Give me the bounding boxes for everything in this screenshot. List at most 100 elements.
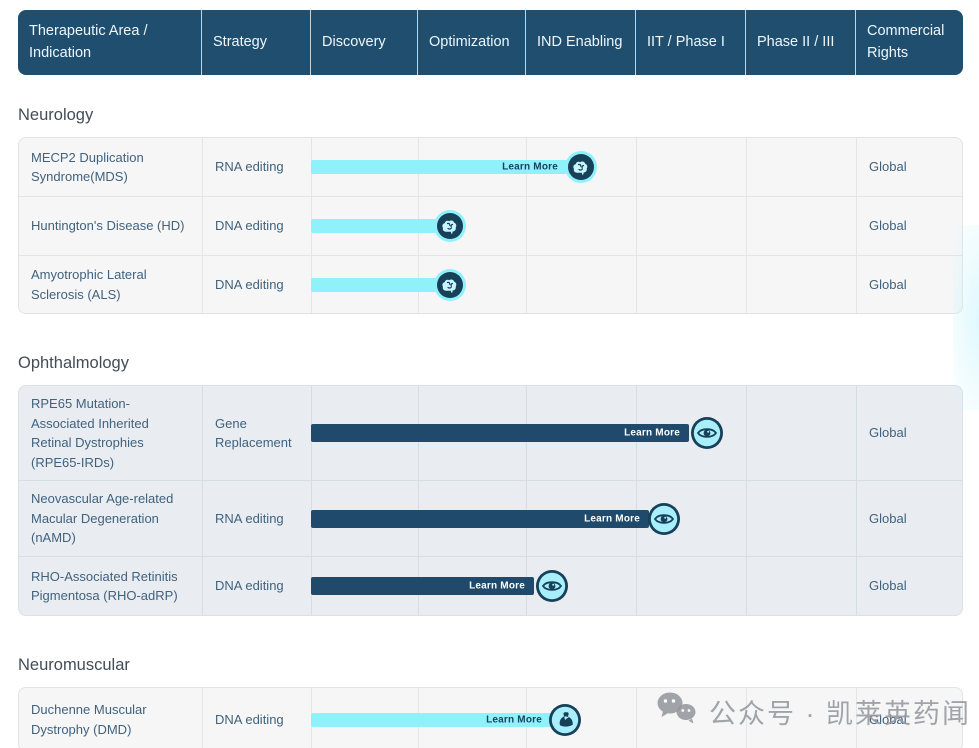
indication-cell: MECP2 Duplication Syndrome(MDS) xyxy=(19,138,202,196)
progress-bar[interactable]: Learn More xyxy=(311,712,551,727)
pipeline-header: Therapeutic Area / Indication Strategy D… xyxy=(18,10,963,75)
commercial-rights-cell: Global xyxy=(856,386,962,480)
phase-cell-phase23 xyxy=(746,557,856,615)
phase-cell-ind xyxy=(526,197,636,255)
table-row-rho: RHO-Associated Retinitis Pigmentosa (RHO… xyxy=(19,556,962,615)
brain-icon[interactable] xyxy=(434,210,466,242)
learn-more-label[interactable]: Learn More xyxy=(486,714,542,725)
table-row-als: Amyotrophic Lateral Sclerosis (ALS) DNA … xyxy=(19,255,962,313)
indication-text: RPE65 Mutation-Associated Inherited Reti… xyxy=(31,396,149,470)
commercial-rights-text: Global xyxy=(869,711,907,727)
phase-cell-iit xyxy=(636,197,746,255)
progress-bar[interactable]: Learn More xyxy=(311,509,649,528)
progress-bar[interactable]: Learn More xyxy=(311,424,689,442)
phase-cell-iit xyxy=(636,557,746,615)
timeline-overlay: Learn More xyxy=(19,386,962,480)
commercial-rights-cell: Global xyxy=(856,138,962,196)
eye-icon[interactable] xyxy=(691,417,723,449)
indication-cell: Huntington's Disease (HD) xyxy=(19,197,202,255)
timeline-overlay: Learn More xyxy=(19,138,962,196)
neurology-table: MECP2 Duplication Syndrome(MDS) RNA edit… xyxy=(18,137,963,314)
section-title-neurology: Neurology xyxy=(18,106,94,124)
table-row-mecp2: MECP2 Duplication Syndrome(MDS) RNA edit… xyxy=(19,138,962,196)
phase-cell-phase23 xyxy=(746,197,856,255)
column-header-optimization: Optimization xyxy=(417,10,525,75)
strategy-cell: DNA editing xyxy=(202,557,311,615)
commercial-rights-text: Global xyxy=(869,510,907,526)
timeline-overlay xyxy=(19,256,962,313)
column-header-discovery: Discovery xyxy=(310,10,417,75)
progress-bar[interactable]: Learn More xyxy=(311,577,534,595)
progress-bar[interactable]: Learn More xyxy=(311,160,567,174)
strategy-text: RNA editing xyxy=(215,159,284,175)
learn-more-label[interactable]: Learn More xyxy=(624,427,680,439)
column-header-ind-enabling: IND Enabling xyxy=(525,10,635,75)
commercial-rights-cell: Global xyxy=(856,688,962,748)
column-header-phase2-3: Phase II / III xyxy=(745,10,855,75)
indication-cell: Amyotrophic Lateral Sclerosis (ALS) xyxy=(19,256,202,313)
indication-text: Huntington's Disease (HD) xyxy=(31,218,185,234)
section-title-ophthalmology: Ophthalmology xyxy=(18,354,129,372)
strategy-cell: RNA editing xyxy=(202,481,311,556)
phase-cell-ind xyxy=(526,256,636,313)
strategy-text: DNA editing xyxy=(215,578,284,594)
phase-cell-iit xyxy=(636,688,746,748)
strategy-text: DNA editing xyxy=(215,276,284,292)
indication-text: Duchenne Muscular Dystrophy (DMD) xyxy=(31,702,147,737)
commercial-rights-text: Global xyxy=(869,218,907,234)
timeline-overlay xyxy=(19,197,962,255)
brain-icon[interactable] xyxy=(565,151,597,183)
indication-text: Neovascular Age-related Macular Degenera… xyxy=(31,491,174,546)
phase-cell-phase23 xyxy=(746,688,856,748)
column-header-iit-phase1: IIT / Phase I xyxy=(635,10,745,75)
timeline-overlay: Learn More xyxy=(19,688,962,748)
learn-more-label[interactable]: Learn More xyxy=(469,580,525,592)
indication-cell: RPE65 Mutation-Associated Inherited Reti… xyxy=(19,386,202,480)
column-header-therapeutic-area: Therapeutic Area / Indication xyxy=(29,22,148,61)
phase-cell-iit xyxy=(636,138,746,196)
indication-cell: RHO-Associated Retinitis Pigmentosa (RHO… xyxy=(19,557,202,615)
eye-icon[interactable] xyxy=(536,570,568,602)
commercial-rights-cell: Global xyxy=(856,481,962,556)
progress-bar[interactable] xyxy=(311,219,438,233)
indication-cell: Neovascular Age-related Macular Degenera… xyxy=(19,481,202,556)
strategy-cell: DNA editing xyxy=(202,256,311,313)
table-row-hd: Huntington's Disease (HD) DNA editing Gl… xyxy=(19,196,962,255)
strategy-cell: DNA editing xyxy=(202,688,311,748)
phase-cell-phase23 xyxy=(746,138,856,196)
phase-cell-phase23 xyxy=(746,481,856,556)
strategy-text: RNA editing xyxy=(215,510,284,526)
commercial-rights-cell: Global xyxy=(856,197,962,255)
ophthalmology-table: RPE65 Mutation-Associated Inherited Reti… xyxy=(18,385,963,616)
phase-cell-iit xyxy=(636,256,746,313)
indication-text: Amyotrophic Lateral Sclerosis (ALS) xyxy=(31,267,147,302)
section-title-neuromuscular: Neuromuscular xyxy=(18,656,130,674)
indication-text: RHO-Associated Retinitis Pigmentosa (RHO… xyxy=(31,568,178,604)
phase-cell-phase23 xyxy=(746,256,856,313)
commercial-rights-text: Global xyxy=(869,159,907,175)
commercial-rights-text: Global xyxy=(869,578,907,594)
learn-more-label[interactable]: Learn More xyxy=(502,161,558,173)
muscle-icon[interactable] xyxy=(549,703,581,736)
strategy-cell: DNA editing xyxy=(202,197,311,255)
learn-more-label[interactable]: Learn More xyxy=(584,513,640,524)
commercial-rights-text: Global xyxy=(869,276,907,292)
timeline-overlay: Learn More xyxy=(19,481,962,556)
strategy-text: DNA editing xyxy=(215,711,284,727)
strategy-text: DNA editing xyxy=(215,218,284,234)
phase-cell-phase23 xyxy=(746,386,856,480)
neuromuscular-table: Duchenne Muscular Dystrophy (DMD) DNA ed… xyxy=(18,687,963,748)
indication-cell: Duchenne Muscular Dystrophy (DMD) xyxy=(19,688,202,748)
eye-icon[interactable] xyxy=(648,502,680,535)
strategy-cell: Gene Replacement xyxy=(202,386,311,480)
column-header-strategy: Strategy xyxy=(201,10,310,75)
progress-bar[interactable] xyxy=(311,277,438,292)
strategy-text: Gene Replacement xyxy=(215,415,292,451)
brain-icon[interactable] xyxy=(434,268,466,301)
commercial-rights-cell: Global xyxy=(856,256,962,313)
column-header-commercial-rights: Commercial Rights xyxy=(855,10,963,75)
table-row-rpe65: RPE65 Mutation-Associated Inherited Reti… xyxy=(19,386,962,480)
commercial-rights-cell: Global xyxy=(856,557,962,615)
table-row-dmd: Duchenne Muscular Dystrophy (DMD) DNA ed… xyxy=(19,688,962,748)
